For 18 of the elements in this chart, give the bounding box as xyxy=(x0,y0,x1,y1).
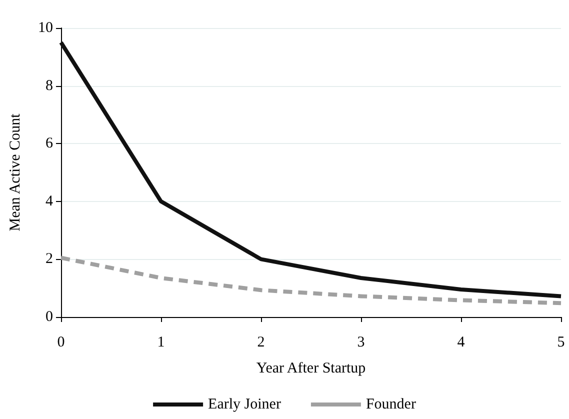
x-tick-label: 1 xyxy=(157,334,165,350)
line-series xyxy=(59,40,563,298)
legend-label: Early Joiner xyxy=(208,396,281,412)
x-tick-label: 3 xyxy=(357,334,365,350)
y-tick-label: 2 xyxy=(46,251,53,268)
y-tick-label: 0 xyxy=(46,309,53,325)
y-tick-label: 6 xyxy=(46,136,54,152)
y-axis-title: Mean Active Count xyxy=(8,112,24,232)
x-axis-title: Year After Startup xyxy=(256,360,366,376)
legend-label: Founder xyxy=(366,396,416,412)
y-tick-label: 4 xyxy=(46,193,54,210)
x-tick-label: 4 xyxy=(457,334,466,350)
y-tick-label: 10 xyxy=(38,20,53,36)
x-tick-label: 5 xyxy=(557,334,565,350)
y-tick-label: 8 xyxy=(46,78,53,94)
line-series xyxy=(59,256,563,306)
x-tick-label: 0 xyxy=(57,334,65,350)
x-tick-label: 2 xyxy=(257,334,265,350)
